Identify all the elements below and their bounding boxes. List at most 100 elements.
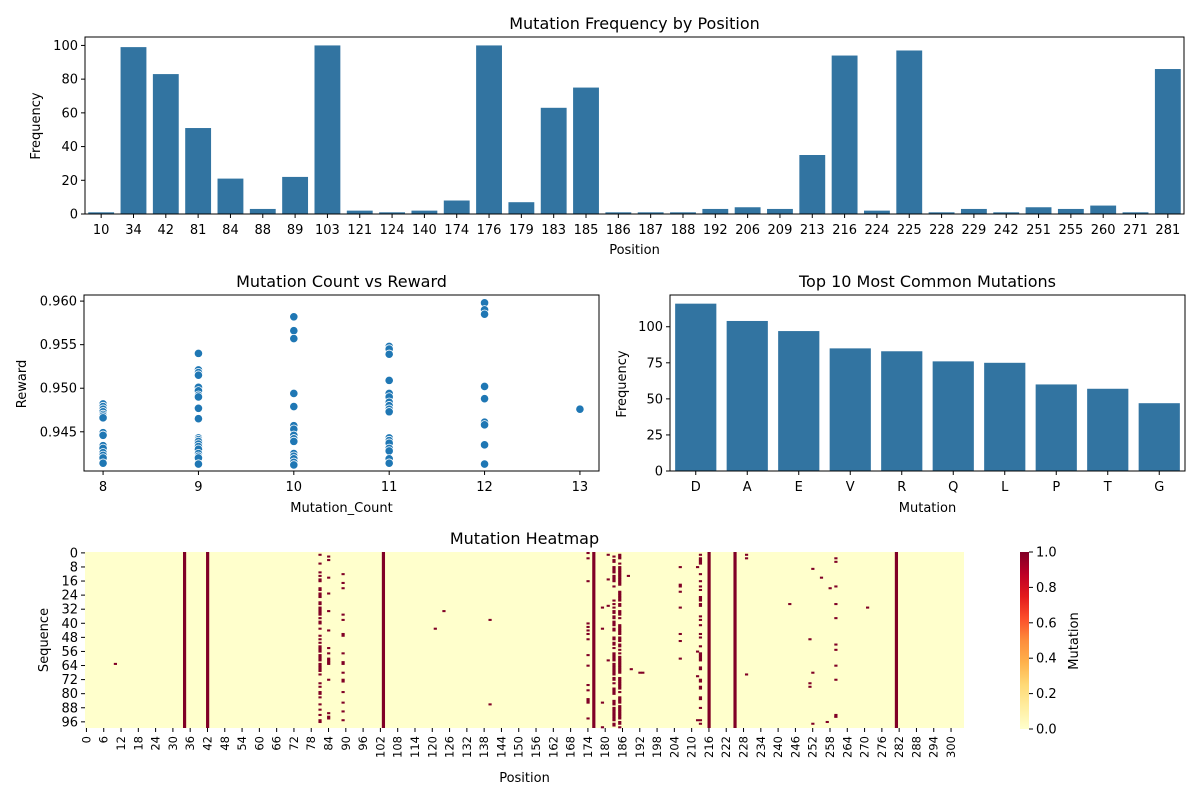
- x-tick-label: 124: [380, 223, 405, 238]
- x-tick-label: 187: [638, 223, 663, 238]
- bar-position-187: [637, 212, 664, 214]
- heatmap-cell: [618, 569, 622, 572]
- heatmap-cell: [612, 617, 616, 620]
- bar-position-89: [282, 176, 309, 214]
- bar-position-229: [960, 208, 987, 214]
- scatter-point: [384, 349, 394, 359]
- heatmap-cell: [698, 652, 703, 655]
- heatmap-cell: [825, 720, 829, 724]
- scatter-point: [98, 430, 108, 440]
- bar-position-185: [573, 87, 599, 214]
- x-tick-label: 102: [373, 736, 387, 758]
- heatmap-cell: [612, 576, 616, 579]
- heatmap-cell: [612, 692, 616, 695]
- heatmap-cell: [341, 573, 345, 576]
- x-tick-label: L: [1001, 480, 1009, 495]
- y-tick-label: 20: [61, 174, 78, 189]
- heatmap-cell: [698, 678, 703, 681]
- heatmap-cell: [618, 625, 622, 628]
- heatmap-cell: [612, 713, 616, 716]
- heatmap-cell: [612, 654, 616, 657]
- heatmap-cell: [318, 587, 322, 590]
- scatter-point: [193, 459, 204, 469]
- x-tick-label: 88: [255, 223, 272, 238]
- y-tick-label: 50: [646, 392, 663, 407]
- x-tick-label: 12: [114, 736, 128, 751]
- scatter-point: [98, 413, 108, 423]
- heatmap-cell: [318, 574, 322, 577]
- x-tick-label: 114: [408, 736, 422, 758]
- heatmap-cell: [318, 659, 322, 662]
- heatmap-mutations: Mutation Heatmap 0 6 12 18 24 30 36 42 48 54 60 66 7…: [37, 529, 1082, 786]
- heatmap-cell: [618, 573, 622, 576]
- heatmap-cell: [612, 678, 616, 681]
- heatmap-cell: [612, 715, 616, 718]
- heatmap-cell: [698, 659, 703, 662]
- heatmap-cell: [618, 696, 622, 699]
- heatmap-cell: [586, 654, 590, 657]
- heatmap-cell: [318, 592, 322, 595]
- heatmap-cell: [327, 647, 331, 650]
- heatmap-cell: [678, 640, 682, 643]
- colorbar-label: Mutation: [1067, 612, 1082, 669]
- heatmap-cell: [606, 604, 610, 607]
- heatmap-cell: [606, 578, 610, 581]
- heatmap-cell: [698, 603, 703, 606]
- heatmap-cell: [811, 567, 815, 570]
- heatmap-cell: [618, 581, 622, 584]
- heatmap-cell: [341, 701, 345, 704]
- heatmap-cell: [618, 597, 622, 600]
- heatmap-cell: [612, 603, 616, 606]
- heatmap-cell: [678, 590, 682, 593]
- heatmap-cell: [327, 610, 331, 613]
- heatmap-cell: [318, 662, 322, 665]
- x-tick-label: 282: [892, 736, 906, 758]
- heatmap-cell: [612, 722, 616, 725]
- heatmap-cell: [612, 638, 616, 641]
- heatmap-column-42: [206, 552, 210, 728]
- heatmap-cell: [341, 691, 345, 694]
- heatmap-cell: [618, 553, 622, 556]
- y-tick-label: 0.945: [40, 425, 77, 440]
- heatmap-cell: [318, 638, 322, 641]
- x-tick-label: 10: [286, 480, 303, 495]
- heatmap-cell: [698, 687, 703, 690]
- heatmap-cell: [698, 696, 703, 699]
- bar-position-176: [476, 45, 502, 214]
- scatter-point: [479, 394, 490, 404]
- heatmap-cell: [442, 610, 446, 613]
- heatmap-cell: [612, 624, 616, 627]
- heatmap-cell: [618, 567, 622, 570]
- heatmap-cell: [612, 689, 616, 692]
- scatter-point: [384, 407, 394, 417]
- heatmap-cell: [327, 592, 331, 595]
- x-tick-label: 108: [391, 736, 405, 758]
- x-tick-label: 18: [131, 736, 145, 751]
- colorbar-tick-label: 0.0: [1036, 723, 1057, 738]
- heatmap-cell: [618, 684, 622, 687]
- heatmap-cell: [618, 613, 622, 616]
- heatmap-cell: [318, 708, 322, 711]
- x-tick-label: 30: [166, 736, 180, 751]
- y-tick-label: 100: [638, 320, 663, 335]
- heatmap-cell: [834, 560, 838, 563]
- heatmap-cell: [698, 588, 703, 592]
- x-tick-label: 90: [339, 736, 353, 751]
- heatmap-cell: [612, 717, 616, 720]
- heatmap-cell: [618, 655, 622, 658]
- heatmap-cell: [612, 606, 616, 609]
- heatmap-cell: [618, 687, 622, 690]
- x-tick-label: 72: [287, 736, 301, 751]
- x-tick-label: 84: [322, 736, 336, 751]
- heatmap-cell: [618, 571, 622, 574]
- x-tick-label: 192: [703, 223, 728, 238]
- x-tick-label: 103: [315, 223, 340, 238]
- heatmap-cell: [318, 673, 322, 676]
- x-tick-label: 132: [460, 736, 474, 758]
- heatmap-column-103: [381, 552, 386, 728]
- heatmap-cell: [318, 682, 322, 685]
- heatmap-column-225: [733, 552, 737, 728]
- x-tick-label: 300: [944, 736, 958, 758]
- heatmap-cell: [318, 553, 322, 556]
- y-tick-label: 0.955: [40, 338, 77, 353]
